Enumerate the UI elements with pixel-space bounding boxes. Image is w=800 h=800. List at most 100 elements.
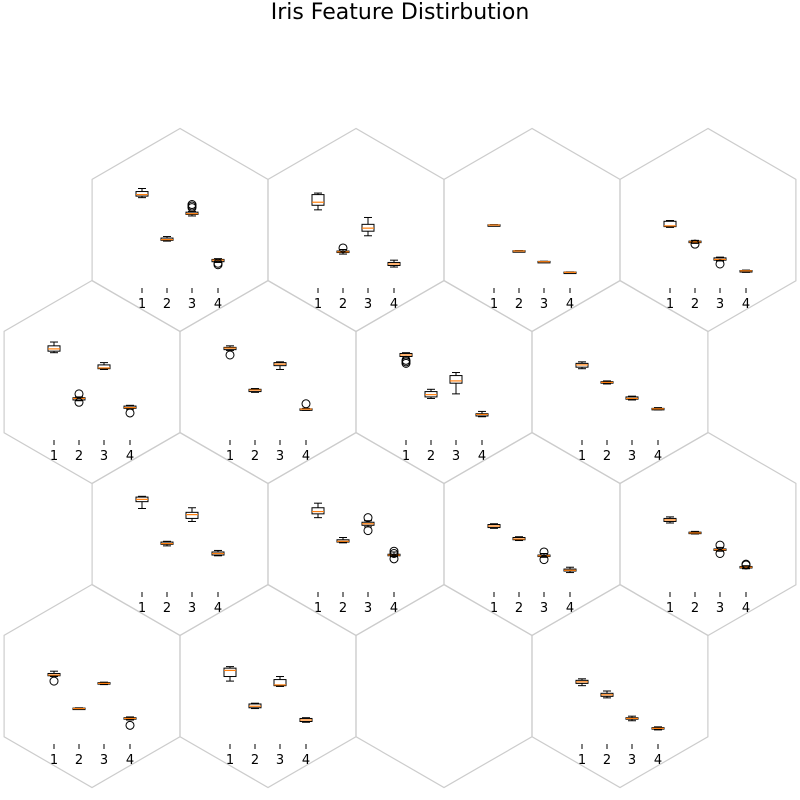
box-plot — [223, 666, 237, 682]
hex-outline — [267, 127, 445, 333]
x-tick-label: 3 — [100, 753, 108, 768]
x-tick-label: 2 — [75, 449, 83, 464]
x-tick-label: 4 — [566, 601, 574, 616]
outlier-point — [74, 389, 84, 399]
hex-panel: 1 2 3 4 — [3, 583, 181, 789]
box-plot — [336, 536, 350, 544]
x-tick-label: 2 — [339, 297, 347, 312]
hex-outline — [267, 431, 445, 637]
box-plot — [537, 260, 551, 264]
box-plot — [663, 220, 677, 228]
x-tick-label: 4 — [654, 753, 662, 768]
x-tick-label: 3 — [716, 297, 724, 312]
hex-panel: 1 2 3 4 — [355, 279, 533, 485]
outlier-point — [49, 676, 59, 686]
box-plot — [273, 676, 287, 687]
x-tick-label: 3 — [452, 449, 460, 464]
outlier-point — [125, 408, 135, 418]
hex-panel: 1 2 3 4 — [443, 127, 621, 333]
box-plot — [512, 536, 526, 542]
outlier-point — [389, 546, 399, 556]
outlier-point — [363, 513, 373, 523]
box-plot — [688, 239, 702, 249]
x-tick-label: 2 — [603, 449, 611, 464]
box-plot — [185, 200, 199, 217]
outlier-point — [715, 259, 725, 269]
box-plot — [311, 192, 325, 211]
box-plot — [563, 566, 577, 574]
outlier-point — [741, 559, 751, 569]
x-tick-label: 3 — [364, 601, 372, 616]
hex-outline — [179, 279, 357, 485]
box-plot — [575, 678, 589, 687]
hex-outline — [531, 583, 709, 789]
x-tick-label: 2 — [427, 449, 435, 464]
x-tick-label: 1 — [226, 449, 234, 464]
box-plot — [47, 341, 61, 354]
hex-outline — [91, 127, 269, 333]
box-plot — [537, 547, 551, 565]
box-plot — [299, 399, 313, 411]
box-plot — [487, 523, 501, 529]
x-tick-label: 1 — [50, 449, 58, 464]
box-plot — [688, 530, 702, 535]
x-tick-label: 3 — [628, 449, 636, 464]
hex-outline — [619, 127, 797, 333]
box-plot — [160, 540, 174, 547]
hex-outline — [355, 583, 533, 789]
hex-panel: 1 2 3 4 — [531, 583, 709, 789]
box-plot — [424, 388, 438, 399]
x-tick-label: 3 — [188, 601, 196, 616]
x-tick-label: 2 — [75, 753, 83, 768]
box-iqr — [135, 191, 149, 197]
x-tick-label: 2 — [339, 601, 347, 616]
x-tick-label: 1 — [138, 601, 146, 616]
x-tick-label: 1 — [314, 601, 322, 616]
x-tick-label: 1 — [402, 449, 410, 464]
box-plot — [211, 258, 225, 270]
hex-outline — [619, 431, 797, 637]
box-plot — [248, 388, 262, 393]
box-plot — [651, 726, 665, 731]
box-plot — [739, 559, 753, 570]
x-tick-label: 3 — [628, 753, 636, 768]
x-tick-label: 2 — [515, 297, 523, 312]
x-tick-label: 3 — [540, 601, 548, 616]
hex-outline — [355, 279, 533, 485]
hex-panel: 1 2 3 4 — [91, 127, 269, 333]
x-tick-label: 2 — [603, 753, 611, 768]
box-iqr — [273, 679, 287, 687]
x-tick-label: 3 — [188, 297, 196, 312]
box-plot — [739, 269, 753, 273]
x-tick-label: 3 — [540, 297, 548, 312]
hex-outline — [531, 279, 709, 485]
x-tick-label: 2 — [691, 601, 699, 616]
box-plot — [361, 513, 375, 536]
box-plot — [563, 271, 577, 275]
x-tick-label: 1 — [226, 753, 234, 768]
box-plot — [336, 243, 350, 255]
x-tick-label: 1 — [50, 753, 58, 768]
box-plot — [273, 361, 287, 370]
hex-panel: 1 2 3 4 — [267, 431, 445, 637]
box-iqr — [311, 507, 325, 515]
x-tick-label: 4 — [654, 449, 662, 464]
x-tick-label: 4 — [126, 753, 134, 768]
box-plot — [600, 380, 614, 385]
x-tick-label: 1 — [578, 753, 586, 768]
box-iqr — [449, 375, 463, 384]
hex-outline — [91, 431, 269, 637]
x-tick-label: 2 — [163, 601, 171, 616]
hex-outline — [443, 431, 621, 637]
hex-outline — [3, 279, 181, 485]
box-plot — [651, 407, 665, 411]
box-plot — [575, 361, 589, 370]
hex-panel: 1 2 3 4 — [619, 431, 797, 637]
box-plot — [248, 702, 262, 710]
x-tick-label: 2 — [691, 297, 699, 312]
x-tick-label: 4 — [214, 601, 222, 616]
x-tick-label: 1 — [666, 297, 674, 312]
hex-panel: 1 2 3 4 — [179, 279, 357, 485]
box-plot — [387, 259, 401, 268]
